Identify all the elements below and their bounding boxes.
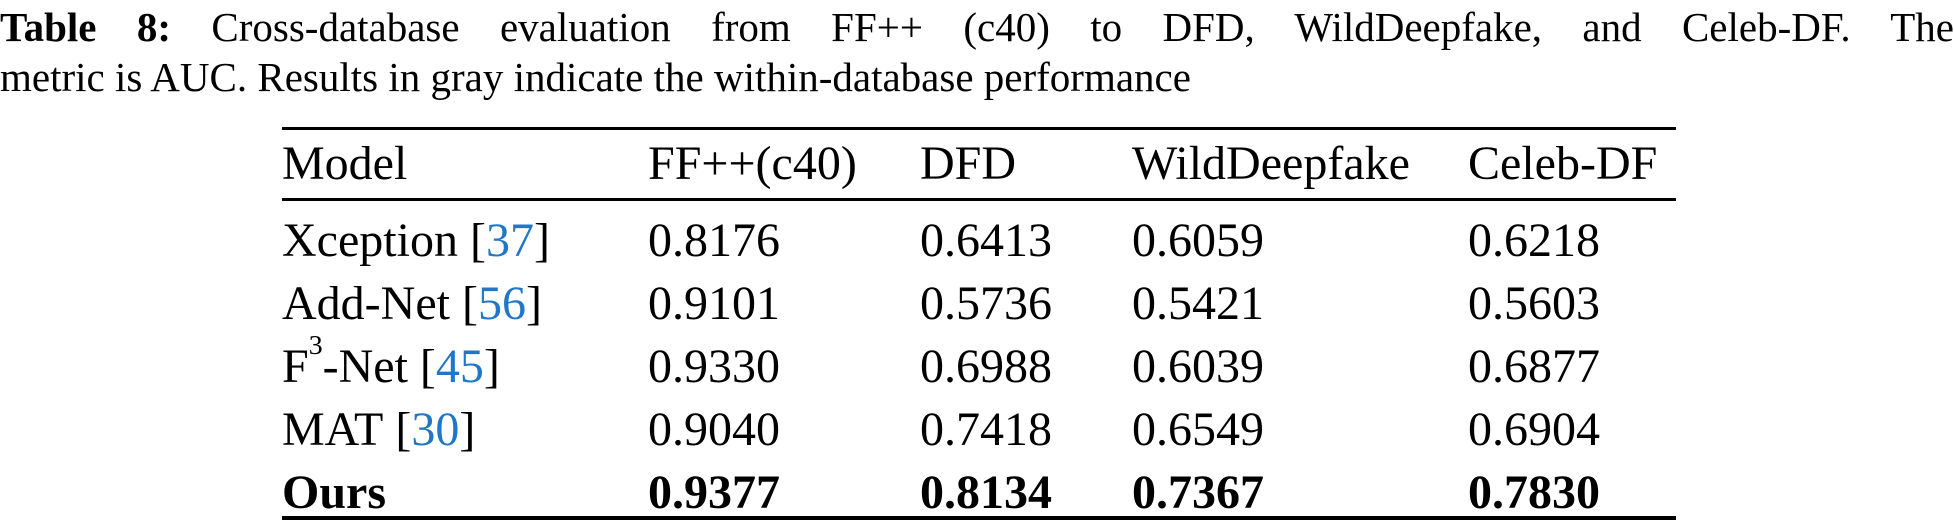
- auc-value: 0.6413: [920, 214, 1052, 267]
- model-name: Ours: [282, 466, 387, 519]
- auc-value: 0.8134: [920, 466, 1052, 519]
- table-row: F3-Net [45] 0.9330 0.6988 0.6039 0.6877: [282, 327, 1676, 390]
- table-row: Xception [37] 0.8176 0.6413 0.6059 0.6218: [282, 201, 1676, 265]
- caption-line-1: Table 8: Cross-database evaluation from …: [0, 2, 1954, 52]
- auc-value: 0.7367: [1132, 466, 1264, 519]
- auc-value-cell: 0.8134: [920, 453, 1132, 517]
- citation-link[interactable]: 37: [485, 214, 534, 267]
- header-cell-ffpp-c40: FF++(c40): [648, 137, 857, 190]
- auc-value: 0.7830: [1468, 466, 1600, 519]
- table-row: Ours 0.9377 0.8134 0.7367 0.7830: [282, 453, 1676, 517]
- header-cell-dfd: DFD: [920, 137, 1017, 190]
- auc-value: 0.9040: [648, 403, 780, 456]
- auc-value-cell: 0.6988: [920, 327, 1132, 391]
- model-name: MAT [30]: [282, 403, 476, 456]
- auc-value-cell: 0.6877: [1468, 327, 1676, 391]
- auc-value: 0.6988: [920, 340, 1052, 393]
- model-name-superscript: 3: [308, 330, 323, 362]
- auc-value-cell: 0.6904: [1468, 390, 1676, 454]
- auc-value-cell: 0.6549: [1132, 390, 1468, 454]
- auc-value: 0.6059: [1132, 214, 1264, 267]
- auc-value-cell: 0.6039: [1132, 327, 1468, 391]
- caption-text-line2: metric is AUC. Results in gray indicate …: [0, 54, 1191, 100]
- header-cell-model: Model: [282, 137, 408, 190]
- auc-value-cell: 0.9040: [648, 390, 920, 454]
- citation-link[interactable]: 45: [435, 340, 484, 393]
- auc-value: 0.6218: [1468, 214, 1600, 267]
- caption-text-line1: Cross-database evaluation from FF++ (c40…: [211, 4, 1954, 50]
- auc-value: 0.5603: [1468, 277, 1600, 330]
- model-name: Xception [37]: [282, 214, 550, 267]
- table-row: Add-Net [56] 0.9101 0.5736 0.5421 0.5603: [282, 264, 1676, 328]
- auc-value-cell: 0.5603: [1468, 264, 1676, 328]
- auc-value-cell: 0.9377: [648, 453, 920, 517]
- auc-value-cell: 0.6218: [1468, 201, 1676, 265]
- table-row: MAT [30] 0.9040 0.7418 0.6549 0.6904: [282, 390, 1676, 454]
- auc-value-cell: 0.7367: [1132, 453, 1468, 517]
- results-table: Model FF++(c40) DFD WildDeepfake Celeb-D…: [282, 127, 1676, 520]
- model-name: Add-Net [56]: [282, 277, 542, 330]
- auc-value: 0.6904: [1468, 403, 1600, 456]
- auc-value-cell: 0.7830: [1468, 453, 1676, 517]
- table-body: Xception [37] 0.8176 0.6413 0.6059 0.6218 Add…: [282, 201, 1676, 517]
- auc-value-cell: 0.9101: [648, 264, 920, 328]
- auc-value-cell: 0.5736: [920, 264, 1132, 328]
- model-cell: F3-Net [45]: [282, 327, 648, 391]
- auc-value: 0.7418: [920, 403, 1052, 456]
- auc-value-cell: 0.6059: [1132, 201, 1468, 265]
- auc-value-cell: 0.9330: [648, 327, 920, 391]
- citation-link[interactable]: 56: [477, 277, 526, 330]
- header-cell-wilddeepfake: WildDeepfake: [1132, 137, 1410, 190]
- model-cell: Xception [37]: [282, 201, 648, 265]
- table-caption: Table 8: Cross-database evaluation from …: [0, 2, 1954, 102]
- auc-value: 0.9101: [648, 277, 780, 330]
- caption-table-label: Table 8:: [0, 4, 171, 50]
- model-name: F3-Net [45]: [282, 330, 500, 393]
- auc-value: 0.5736: [920, 277, 1052, 330]
- auc-value-cell: 0.5421: [1132, 264, 1468, 328]
- auc-value: 0.6549: [1132, 403, 1264, 456]
- auc-value: 0.9330: [648, 340, 780, 393]
- auc-value: 0.6877: [1468, 340, 1600, 393]
- auc-value-cell: 0.7418: [920, 390, 1132, 454]
- auc-value: 0.5421: [1132, 277, 1264, 330]
- auc-value-cell: 0.8176: [648, 201, 920, 265]
- model-cell: MAT [30]: [282, 390, 648, 454]
- auc-value: 0.6039: [1132, 340, 1264, 393]
- auc-value: 0.9377: [648, 466, 780, 519]
- auc-value-cell: 0.6413: [920, 201, 1132, 265]
- citation-link[interactable]: 30: [411, 403, 460, 456]
- auc-value: 0.8176: [648, 214, 780, 267]
- model-cell: Ours: [282, 453, 648, 517]
- table-header-row: Model FF++(c40) DFD WildDeepfake Celeb-D…: [282, 130, 1676, 201]
- model-cell: Add-Net [56]: [282, 264, 648, 328]
- header-cell-celeb-df: Celeb-DF: [1468, 137, 1658, 190]
